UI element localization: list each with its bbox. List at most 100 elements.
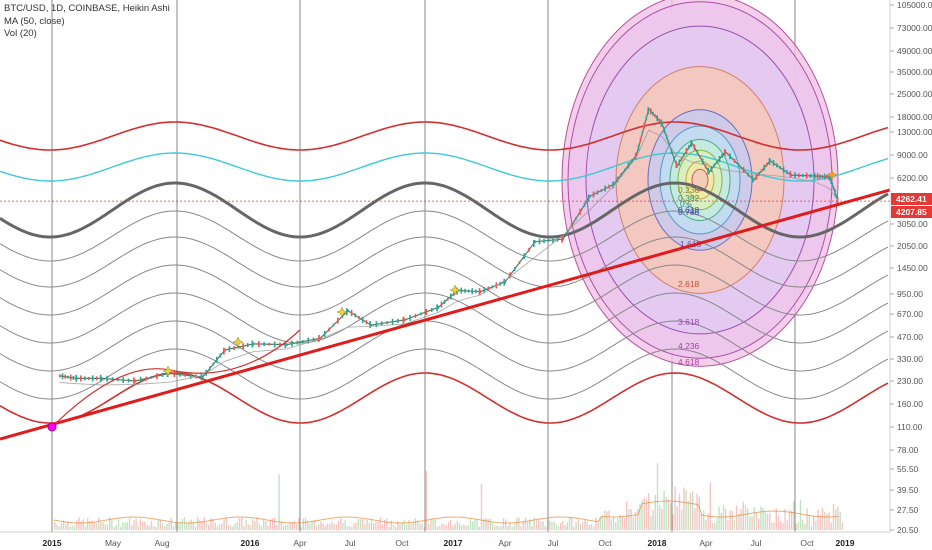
chart-legend: BTC/USD, 1D, COINBASE, Heikin Ashi MA (5… <box>4 3 170 41</box>
volume-bar <box>469 518 472 530</box>
candle <box>127 378 130 383</box>
volume-bar <box>742 501 744 530</box>
volume-bar <box>91 520 93 530</box>
volume-bar <box>274 518 276 530</box>
candle <box>650 108 652 115</box>
x-tick-label: 2016 <box>241 538 260 548</box>
volume-bar <box>276 524 278 530</box>
candle <box>475 289 477 294</box>
volume-bar <box>298 517 300 530</box>
volume-bar <box>399 524 401 530</box>
x-tick-label: Oct <box>800 538 814 548</box>
volume-bar <box>329 523 331 530</box>
volume-bar <box>54 522 56 530</box>
volume-bar <box>747 508 749 530</box>
candle <box>600 189 603 193</box>
wave-thin-1 <box>0 236 889 288</box>
candle <box>561 235 563 243</box>
volume-bar <box>421 523 423 530</box>
volume-bar <box>337 520 340 530</box>
volume-bar <box>685 490 687 530</box>
volume-bar <box>425 470 428 530</box>
x-tick-label: Jul <box>548 538 559 548</box>
candle <box>111 377 114 382</box>
volume-bar <box>652 509 654 530</box>
volume-bar <box>714 523 716 530</box>
volume-bar <box>806 508 808 530</box>
volume-bar <box>335 524 337 530</box>
volume-bar <box>263 519 265 530</box>
candle <box>528 247 530 252</box>
y-tick-label: 1450.00 <box>897 263 928 273</box>
volume-bar <box>780 521 782 530</box>
volume-bar <box>445 525 447 530</box>
fib-circles <box>561 0 839 367</box>
volume-bar <box>126 522 128 530</box>
candle <box>833 187 835 191</box>
volume-bar <box>423 527 425 530</box>
candle <box>634 152 637 160</box>
candle <box>302 340 304 344</box>
volume-bar <box>725 508 727 530</box>
volume-bar <box>186 522 188 530</box>
volume-bar <box>720 512 722 530</box>
signal-marker-1 <box>232 336 244 348</box>
volume-bar <box>388 526 390 530</box>
candle <box>397 318 399 323</box>
candle <box>237 345 240 349</box>
volume-bar <box>485 517 487 530</box>
volume-bar <box>227 524 230 530</box>
volume-bar <box>241 517 243 530</box>
volume-bar <box>344 520 346 530</box>
volume-bar <box>159 519 161 530</box>
volume-bar <box>595 517 597 530</box>
fib-label-0.786: 0.786 <box>678 207 700 217</box>
candle <box>794 172 796 179</box>
volume-bar <box>815 520 817 530</box>
candle <box>782 166 785 173</box>
volume-bar <box>667 499 670 530</box>
volume-bar <box>219 524 221 530</box>
volume-bar <box>544 525 546 530</box>
volume-bar <box>518 517 520 530</box>
volume-bar <box>428 523 430 530</box>
candle <box>212 362 215 366</box>
volume-bar <box>205 523 208 530</box>
candle <box>61 373 64 380</box>
volume-bar <box>784 509 786 530</box>
volume-bar <box>225 518 227 530</box>
volume-bar <box>707 513 709 530</box>
volume-bar <box>210 517 212 530</box>
candle <box>72 375 75 380</box>
volume-bar <box>111 519 113 530</box>
volume-bar <box>243 526 245 530</box>
price-series <box>58 107 839 386</box>
legend-ma: MA (50, close) <box>4 15 65 27</box>
candle <box>133 377 135 385</box>
volume-bar <box>577 519 579 530</box>
volume-bar <box>826 513 828 530</box>
volume-bar <box>267 525 269 530</box>
pivot-marker <box>47 422 57 432</box>
y-tick-label: 110.00 <box>897 422 923 432</box>
volume-bar <box>608 510 610 530</box>
candle <box>403 318 406 322</box>
volume-bar <box>795 524 797 530</box>
volume-bar <box>659 505 661 530</box>
volume-bar <box>813 516 815 530</box>
volume-bar <box>654 494 656 530</box>
candle <box>233 346 235 351</box>
candle <box>823 173 826 180</box>
wave-thin-4 <box>0 320 889 372</box>
volume-bar <box>705 519 707 530</box>
volume-bar <box>128 518 131 530</box>
volume-bar <box>168 522 170 530</box>
candle <box>685 148 688 155</box>
volume-bar <box>333 523 335 530</box>
volume-bar <box>782 523 784 530</box>
y-tick-label: 6200.00 <box>897 173 928 183</box>
volume-bar <box>313 519 315 530</box>
volume-bar <box>590 524 593 530</box>
volume-bar <box>69 526 71 530</box>
